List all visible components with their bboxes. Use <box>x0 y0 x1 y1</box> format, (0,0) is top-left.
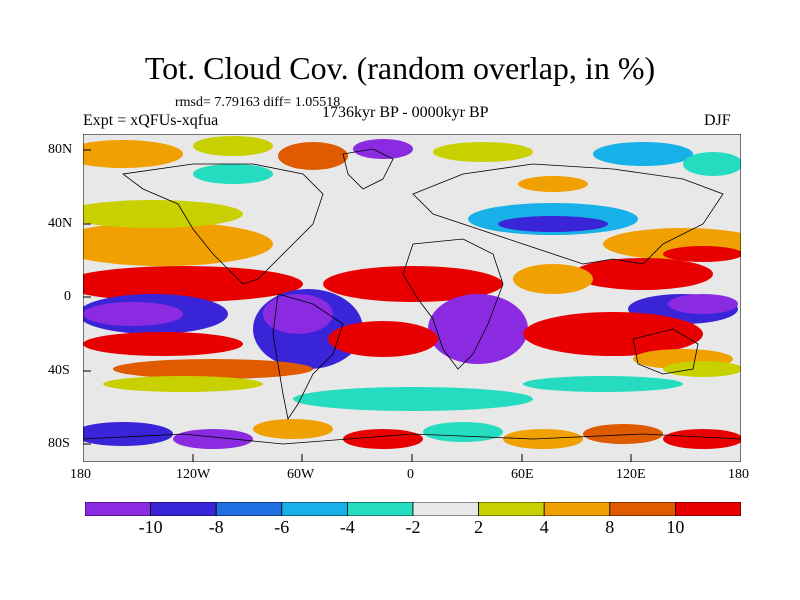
colorbar-swatch <box>675 502 741 516</box>
colorbar-label: 2 <box>474 517 484 537</box>
colorbar-swatch <box>346 502 414 516</box>
map-title: Tot. Cloud Cov. (random overlap, in %) <box>144 50 656 86</box>
lon-label-60e: 60E <box>511 467 534 482</box>
cloud-cover-map <box>83 134 741 462</box>
lon-label-180e: 180 <box>728 467 749 482</box>
period-text: 1736kyr BP - 0000kyr BP <box>322 104 489 121</box>
lon-label-60w: 60W <box>287 467 315 482</box>
lat-label-80s: 80S <box>48 436 70 451</box>
colorbar-label: -10 <box>138 517 163 537</box>
colorbar-swatch <box>150 502 217 516</box>
colorbar-label: 8 <box>605 517 615 537</box>
colorbar-swatch <box>85 502 151 516</box>
colorbar-label: -2 <box>405 517 421 537</box>
colorbar-swatch <box>215 502 283 516</box>
map-field <box>83 134 741 462</box>
map-ticks <box>83 149 632 462</box>
colorbar-label: -4 <box>339 517 355 537</box>
season-text: DJF <box>704 112 731 129</box>
stats-text: rmsd= 7.79163 diff= 1.05518 <box>175 95 341 110</box>
colorbar-swatch <box>543 502 611 516</box>
lon-label-180w: 180 <box>70 467 91 482</box>
lon-label-0: 0 <box>407 467 414 482</box>
lat-label-0: 0 <box>64 289 71 304</box>
colorbar-swatch <box>412 502 479 516</box>
colorbar-label: -8 <box>208 517 224 537</box>
colorbar-label: -6 <box>274 517 290 537</box>
lon-label-120w: 120W <box>176 467 211 482</box>
colorbar-label: 10 <box>666 517 685 537</box>
experiment-text: Expt = xQFUs-xqfua <box>83 112 219 129</box>
lat-label-40n: 40N <box>48 216 73 231</box>
lon-label-120e: 120E <box>616 467 646 482</box>
lat-label-40s: 40S <box>48 363 70 378</box>
lat-label-80n: 80N <box>48 142 73 157</box>
coastlines <box>83 148 741 445</box>
colorbar <box>85 502 741 516</box>
colorbar-swatch <box>609 502 676 516</box>
colorbar-swatch <box>281 502 348 516</box>
colorbar-swatch <box>478 502 545 516</box>
colorbar-label: 4 <box>539 517 549 537</box>
